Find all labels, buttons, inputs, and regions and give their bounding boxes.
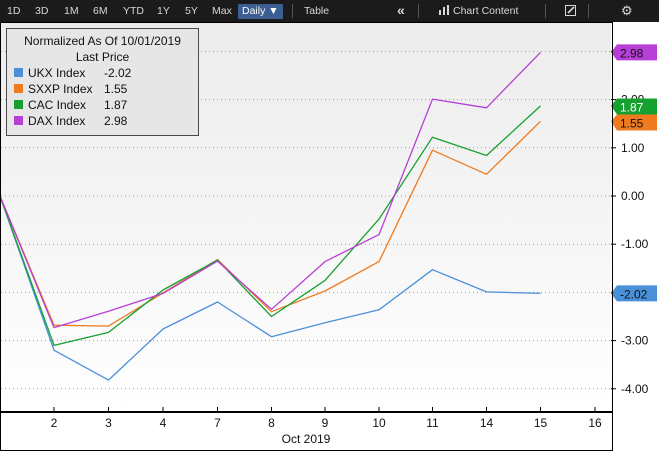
last-price-tag-ukx: -2.02 bbox=[611, 285, 657, 302]
chart-content-button[interactable]: Chart Content bbox=[439, 0, 518, 22]
legend-series-name: UKX Index bbox=[28, 66, 86, 80]
legend-series-name: DAX Index bbox=[28, 114, 86, 128]
period-1y-button[interactable]: 1Y bbox=[157, 5, 170, 17]
last-price-tag-label: 1.87 bbox=[620, 101, 644, 115]
x-tick-label: 15 bbox=[534, 416, 548, 430]
last-price-tag-cac: 1.87 bbox=[611, 98, 657, 115]
legend-series-value: 2.98 bbox=[104, 114, 128, 128]
legend-series-value: 1.55 bbox=[104, 82, 128, 96]
x-tick-label: 3 bbox=[105, 416, 112, 430]
toolbar-divider bbox=[418, 4, 419, 18]
last-price-tag-sxxp: 1.55 bbox=[611, 114, 657, 131]
legend-swatch bbox=[14, 68, 23, 78]
period-ytd-button[interactable]: YTD bbox=[123, 5, 144, 17]
period-1d-button[interactable]: 1D bbox=[7, 5, 21, 17]
legend[interactable]: Normalized As Of 10/01/2019 Last Price U… bbox=[6, 28, 199, 136]
period-1m-button[interactable]: 1M bbox=[64, 5, 79, 17]
last-price-tag-label: 2.98 bbox=[620, 46, 644, 60]
gear-icon[interactable]: ⚙ bbox=[621, 3, 633, 18]
chart-content-label: Chart Content bbox=[453, 5, 519, 17]
period-max-button[interactable]: Max bbox=[212, 5, 232, 17]
double-chevron-left-icon[interactable]: « bbox=[397, 2, 405, 18]
x-tick-label: 2 bbox=[51, 416, 58, 430]
table-button[interactable]: Table bbox=[304, 5, 330, 17]
legend-item-sxxp[interactable]: SXXP Index 1.55 bbox=[14, 82, 127, 97]
legend-item-cac[interactable]: CAC Index 1.87 bbox=[14, 98, 127, 113]
legend-series-value: -2.02 bbox=[104, 66, 132, 80]
legend-item-ukx[interactable]: UKX Index -2.02 bbox=[14, 66, 131, 81]
pencil-icon bbox=[565, 4, 576, 16]
legend-title: Normalized As Of 10/01/2019 bbox=[24, 34, 181, 48]
x-tick-label: 14 bbox=[480, 416, 494, 430]
last-price-tag-dax: 2.98 bbox=[611, 44, 657, 61]
last-price-tag-bg bbox=[611, 44, 657, 61]
series-line-ukx bbox=[0, 195, 541, 381]
series-line-sxxp bbox=[0, 120, 541, 327]
series-line-dax bbox=[0, 51, 541, 329]
toolbar-divider bbox=[588, 4, 589, 18]
x-tick-label: 9 bbox=[322, 416, 329, 430]
last-price-tag-label: -2.02 bbox=[620, 287, 648, 301]
bar-chart-icon bbox=[439, 5, 449, 16]
x-axis-label: Oct 2019 bbox=[282, 432, 331, 446]
chart-toolbar: 1D 3D 1M 6M YTD 1Y 5Y Max Daily ▼ Table … bbox=[0, 0, 659, 22]
x-tick-label: 11 bbox=[426, 416, 439, 430]
y-tick-label: -4.00 bbox=[621, 382, 649, 396]
last-price-tag-label: 1.55 bbox=[620, 117, 644, 131]
x-tick-label: 8 bbox=[268, 416, 275, 430]
x-tick-label: 4 bbox=[160, 416, 167, 430]
y-tick-label: 0.00 bbox=[621, 189, 645, 203]
legend-series-name: CAC Index bbox=[28, 98, 87, 112]
x-tick-label: 10 bbox=[372, 416, 386, 430]
legend-item-dax[interactable]: DAX Index 2.98 bbox=[14, 114, 127, 129]
period-6m-button[interactable]: 6M bbox=[93, 5, 108, 17]
period-3d-button[interactable]: 3D bbox=[35, 5, 49, 17]
legend-series-name: SXXP Index bbox=[28, 82, 93, 96]
legend-swatch bbox=[14, 100, 23, 110]
x-tick-label: 7 bbox=[214, 416, 221, 430]
legend-subtitle: Last Price bbox=[75, 50, 130, 64]
frequency-dropdown[interactable]: Daily ▼ bbox=[238, 4, 283, 19]
last-price-tag-bg bbox=[611, 98, 657, 115]
x-tick-label: 16 bbox=[588, 416, 602, 430]
toolbar-divider bbox=[292, 4, 293, 18]
y-tick-label: -3.00 bbox=[621, 334, 649, 348]
last-price-tag-bg bbox=[611, 114, 657, 131]
y-tick-label: -1.00 bbox=[621, 237, 649, 251]
last-price-tag-bg bbox=[611, 285, 657, 302]
series-line-cac bbox=[0, 105, 541, 347]
period-5y-button[interactable]: 5Y bbox=[185, 5, 198, 17]
legend-series-value: 1.87 bbox=[104, 98, 128, 112]
toolbar-divider bbox=[545, 4, 546, 18]
legend-swatch bbox=[14, 116, 23, 126]
edit-button[interactable] bbox=[565, 0, 576, 22]
legend-swatch bbox=[14, 84, 23, 94]
y-tick-label: 1.00 bbox=[621, 141, 645, 155]
